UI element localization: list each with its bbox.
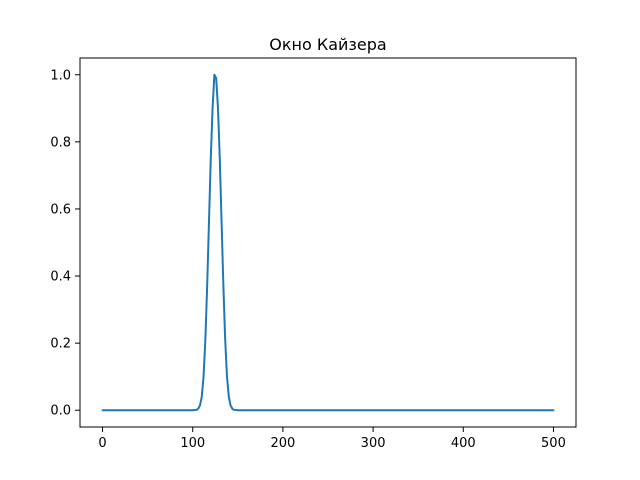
y-tick-label-5: 1.0 xyxy=(50,68,71,83)
series-line-0 xyxy=(101,73,555,412)
y-tick-label-1: 0.2 xyxy=(50,337,71,352)
y-tick-label-3: 0.6 xyxy=(50,202,71,217)
chart-title: Окно Кайзера xyxy=(269,35,386,54)
y-tick-label-0: 0.0 xyxy=(50,404,71,419)
axes-layer: 0 100 200 300 400 500 0.0 0.2 0.4 0.6 0.8 1.0 xyxy=(50,57,577,451)
x-tick-label-200: 200 xyxy=(270,436,295,451)
plot-frame xyxy=(79,57,577,428)
y-tick-label-4: 0.8 xyxy=(50,135,71,150)
x-tick-label-300: 300 xyxy=(361,436,386,451)
x-tick-label-100: 100 xyxy=(180,436,205,451)
series-layer xyxy=(101,73,555,412)
x-tick-label-400: 400 xyxy=(451,436,476,451)
x-tick-label-500: 500 xyxy=(541,436,566,451)
y-tick-label-2: 0.4 xyxy=(50,270,71,285)
x-tick-label-0: 0 xyxy=(98,436,106,451)
